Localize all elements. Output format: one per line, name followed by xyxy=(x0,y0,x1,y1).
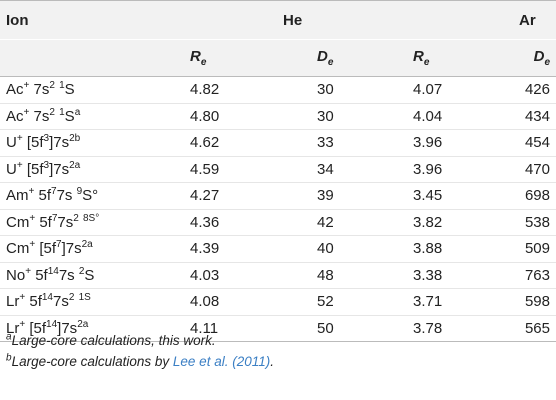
cell-he-de: 52 xyxy=(295,288,401,316)
cell-ar-de: 698 xyxy=(501,182,556,210)
cell-ion: Am+ 5f77s 9S° xyxy=(0,182,190,210)
cell-ar-de: 763 xyxy=(501,262,556,289)
column-group-he: He xyxy=(190,0,401,40)
cell-he-de: 50 xyxy=(295,315,401,342)
table-row: Am+ 5f77s 9S° 4.27 39 3.45 698 xyxy=(0,182,556,210)
table-row: Ac+ 7s2 1S 4.82 30 4.07 426 xyxy=(0,76,556,104)
cell-ar-re: 3.96 xyxy=(401,156,501,183)
table-row: Lr+ 5f147s2 1S 4.08 52 3.71 598 xyxy=(0,288,556,316)
table-row: No+ 5f147s 2S 4.03 48 3.38 763 xyxy=(0,262,556,289)
column-header-he-de: De xyxy=(295,39,401,77)
cell-ar-de: 538 xyxy=(501,209,556,236)
cell-he-de: 48 xyxy=(295,262,401,289)
cell-ion: Cm+ 5f77s2 8S° xyxy=(0,209,190,236)
column-header-ion: Ion xyxy=(0,0,190,40)
footnote-a: aLarge-core calculations, this work. xyxy=(6,331,216,348)
column-header-he-re: Re xyxy=(190,39,295,77)
table-row: U+ [5f3]7s2b 4.62 33 3.96 454 xyxy=(0,129,556,157)
table-row: U+ [5f3]7s2a 4.59 34 3.96 470 xyxy=(0,156,556,183)
cell-he-re: 4.62 xyxy=(190,129,295,157)
column-header-ar-re: Re xyxy=(401,39,501,77)
column-group-ar: Ar xyxy=(401,0,556,40)
cell-ar-re: 3.38 xyxy=(401,262,501,289)
cell-he-re: 4.80 xyxy=(190,103,295,130)
header-row-groups: Ion He Ar xyxy=(0,0,556,40)
table-row: Cm+ [5f7]7s2a 4.39 40 3.88 509 xyxy=(0,235,556,263)
cell-ion: Lr+ [5f14]7s2a xyxy=(0,315,190,342)
table-row: Lr+ [5f14]7s2a 4.11 50 3.78 565 xyxy=(0,315,556,342)
cell-he-re: 4.82 xyxy=(190,76,295,104)
cell-ar-re: 3.88 xyxy=(401,235,501,263)
header-row-symbols: Re De Re De xyxy=(0,39,556,77)
cell-ar-re: 4.07 xyxy=(401,76,501,104)
cell-he-de: 42 xyxy=(295,209,401,236)
cell-ar-de: 565 xyxy=(501,315,556,342)
cell-he-de: 40 xyxy=(295,235,401,263)
cell-ion: Cm+ [5f7]7s2a xyxy=(0,235,190,263)
cell-he-re: 4.39 xyxy=(190,235,295,263)
footnotes: aLarge-core calculations, this work. bLa… xyxy=(6,330,274,372)
cell-he-re: 4.08 xyxy=(190,288,295,316)
cell-ar-de: 426 xyxy=(501,76,556,104)
cell-he-de: 33 xyxy=(295,129,401,157)
cell-ion: No+ 5f147s 2S xyxy=(0,262,190,289)
cell-ar-de: 434 xyxy=(501,103,556,130)
cell-he-de: 30 xyxy=(295,103,401,130)
cell-ar-re: 3.82 xyxy=(401,209,501,236)
cell-ar-re: 3.78 xyxy=(401,315,501,342)
table-row: Ac+ 7s2 1Sa 4.80 30 4.04 434 xyxy=(0,103,556,130)
cell-ar-re: 4.04 xyxy=(401,103,501,130)
cell-ar-re: 3.45 xyxy=(401,182,501,210)
column-header-ar-de: De xyxy=(501,39,556,77)
cell-ar-de: 470 xyxy=(501,156,556,183)
cell-he-re: 4.03 xyxy=(190,262,295,289)
cell-ar-de: 454 xyxy=(501,129,556,157)
cell-he-re: 4.27 xyxy=(190,182,295,210)
cell-ar-re: 3.71 xyxy=(401,288,501,316)
cell-he-re: 4.36 xyxy=(190,209,295,236)
column-header-empty xyxy=(0,39,190,77)
cell-he-de: 39 xyxy=(295,182,401,210)
cell-ion: Ac+ 7s2 1Sa xyxy=(0,103,190,130)
cell-he-re: 4.11 xyxy=(190,315,295,342)
table-row: Cm+ 5f77s2 8S° 4.36 42 3.82 538 xyxy=(0,209,556,236)
cell-ar-de: 598 xyxy=(501,288,556,316)
reference-link[interactable]: Lee et al. (2011) xyxy=(172,354,271,369)
cell-ion: Ac+ 7s2 1S xyxy=(0,76,190,104)
cell-he-de: 34 xyxy=(295,156,401,183)
cell-ar-re: 3.96 xyxy=(401,129,501,157)
cell-ion: U+ [5f3]7s2b xyxy=(0,129,190,157)
cell-he-re: 4.59 xyxy=(190,156,295,183)
footnote-b: bLarge-core calculations by Lee et al. (… xyxy=(6,352,274,369)
cell-ion: Lr+ 5f147s2 1S xyxy=(0,288,190,316)
data-table: Ion He Ar Re De Re De Ac+ 7s2 1S 4.82 30 4.… xyxy=(0,0,556,342)
cell-ion: U+ [5f3]7s2a xyxy=(0,156,190,183)
cell-ar-de: 509 xyxy=(501,235,556,263)
cell-he-de: 30 xyxy=(295,76,401,104)
